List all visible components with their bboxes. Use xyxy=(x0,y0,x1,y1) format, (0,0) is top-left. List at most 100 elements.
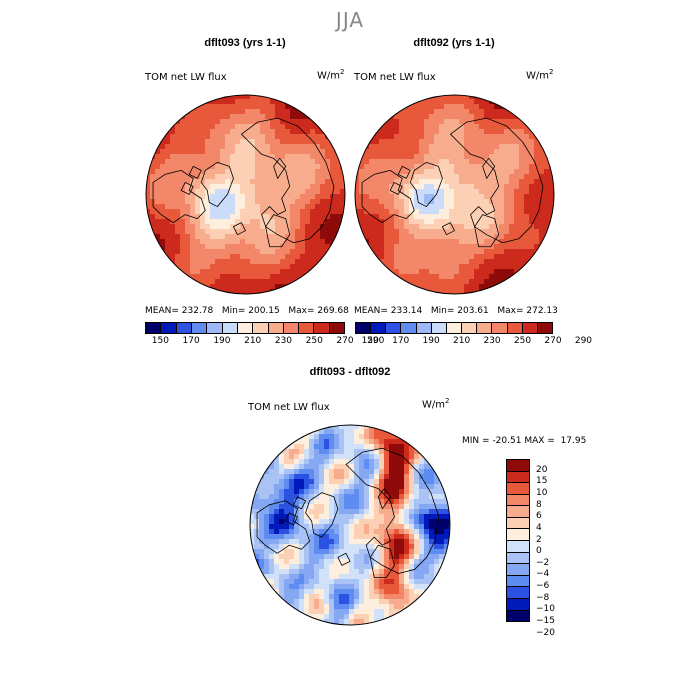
diff-colorbar-tick-label: −2 xyxy=(536,557,550,568)
diff-colorbar-swatch xyxy=(507,575,529,588)
panel1-colorbar-swatch xyxy=(283,323,300,333)
panel2-colorbar-swatch xyxy=(446,323,463,333)
diff-colorbar-swatch xyxy=(507,541,529,553)
panel2-title: dflt092 (yrs 1-1) xyxy=(413,37,495,49)
panel2-colorbar-swatch xyxy=(431,323,447,333)
panel1-colorbar-swatch xyxy=(299,323,315,333)
panel1-units: W/m2 xyxy=(317,68,345,82)
colorbar-tick-label: 250 xyxy=(513,336,532,346)
diff-colorbar-swatch xyxy=(507,598,529,611)
panel2-variable: TOM net LW flux xyxy=(354,72,436,83)
diff-stats: MIN = -20.51 MAX = 17.95 xyxy=(462,436,587,446)
colorbar-tick-label: 190 xyxy=(213,336,231,346)
panel2-colorbar xyxy=(355,322,553,334)
diff-colorbar-tick-label: 0 xyxy=(536,546,542,557)
diff-colorbar-swatch xyxy=(507,552,529,565)
diff-colorbar-tick-label: −8 xyxy=(536,592,550,603)
panel1-colorbar-swatch xyxy=(207,323,223,333)
panel1-colorbar-swatch xyxy=(161,323,177,333)
panel1-colorbar-swatch xyxy=(314,323,330,333)
panel2-colorbar-swatch xyxy=(522,323,538,333)
panel1-polar-map xyxy=(145,94,346,295)
panel2-polar-map xyxy=(354,94,555,295)
panel1-map-boundary xyxy=(145,94,346,295)
diff-colorbar-tick-label: −6 xyxy=(536,581,550,592)
diff-colorbar-swatch xyxy=(507,494,529,507)
panel1-colorbar-ticks: 150 170 190 210 230 250 270 290 xyxy=(145,336,385,348)
diff-variable: TOM net LW flux xyxy=(248,402,330,413)
diff-colorbar-swatch xyxy=(507,471,529,484)
diff-colorbar-swatch xyxy=(507,506,529,518)
panel2-map-boundary xyxy=(354,94,555,295)
panel2-colorbar-ticks: 150 170 190 210 230 250 270 290 xyxy=(355,336,592,348)
diff-colorbar-tick-label: 4 xyxy=(536,522,542,533)
diff-colorbar-tick-label: 2 xyxy=(536,534,542,545)
colorbar-tick-label: 290 xyxy=(367,336,385,346)
diff-colorbar-tick-label: −4 xyxy=(536,569,550,580)
diff-colorbar-tick-label: −20 xyxy=(536,627,555,638)
diff-colorbar xyxy=(506,459,530,622)
diff-colorbar-swatch xyxy=(507,564,529,576)
colorbar-tick-label: 210 xyxy=(453,336,471,346)
diff-map-boundary xyxy=(249,424,451,626)
season-title: JJA xyxy=(335,8,365,32)
panel1-colorbar-swatch xyxy=(146,323,162,333)
diff-polar-map xyxy=(249,424,451,626)
colorbar-tick-label: 150 xyxy=(361,336,379,346)
diff-colorbar-swatch xyxy=(507,610,529,622)
panel2-map-field xyxy=(355,95,554,294)
colorbar-tick-label: 190 xyxy=(422,336,440,346)
colorbar-tick-label: 250 xyxy=(305,336,323,346)
colorbar-tick-label: 270 xyxy=(544,336,562,346)
panel1-colorbar-swatch xyxy=(268,323,284,333)
diff-colorbar-swatch xyxy=(507,529,529,542)
panel2-colorbar-swatch xyxy=(492,323,508,333)
diff-map-coastlines xyxy=(256,447,440,578)
panel2-map-coastlines xyxy=(361,117,544,248)
diff-colorbar-tick-label: 15 xyxy=(536,476,548,487)
diff-units: W/m2 xyxy=(422,397,450,411)
panel2-colorbar-swatch xyxy=(401,323,417,333)
diff-colorbar-tick-label: 20 xyxy=(536,464,548,475)
colorbar-tick-label: 170 xyxy=(182,336,200,346)
diff-colorbar-ticks: 20 15 10 8 6 4 2 0 −2 −4 −6 −8 −10 −15 −20 xyxy=(536,459,576,638)
diff-colorbar-swatch xyxy=(507,587,529,599)
diff-colorbar-swatch xyxy=(507,517,529,530)
panel2-units: W/m2 xyxy=(526,68,554,82)
colorbar-tick-label: 170 xyxy=(392,336,410,346)
panel1-colorbar-swatch xyxy=(253,323,269,333)
colorbar-tick-label: 290 xyxy=(574,336,593,346)
panel1-map-field xyxy=(146,95,345,294)
panel1-stats: MEAN= 232.78 Min= 200.15 Max= 269.68 xyxy=(145,306,349,316)
panel2-colorbar-swatch xyxy=(462,323,478,333)
panel2-colorbar-swatch xyxy=(477,323,493,333)
panel2-colorbar-swatch xyxy=(356,323,372,333)
diff-colorbar-tick-label: 10 xyxy=(536,487,548,498)
diff-title: dflt093 - dflt092 xyxy=(309,366,391,378)
panel2-colorbar-swatch xyxy=(386,323,402,333)
panel2-colorbar-swatch xyxy=(507,323,523,333)
panel2-colorbar-swatch xyxy=(416,323,432,333)
diff-colorbar-tick-label: −10 xyxy=(536,604,555,615)
panel1-map-coastlines xyxy=(152,117,335,248)
diff-colorbar-swatch xyxy=(507,460,529,472)
panel1-colorbar-swatch xyxy=(237,323,254,333)
colorbar-tick-label: 230 xyxy=(274,336,293,346)
panel2-colorbar-swatch xyxy=(537,323,553,333)
colorbar-tick-label: 150 xyxy=(151,336,169,346)
colorbar-tick-label: 210 xyxy=(244,336,262,346)
panel1-variable: TOM net LW flux xyxy=(145,72,227,83)
panel1-colorbar xyxy=(145,322,345,334)
panel1-colorbar-swatch xyxy=(176,323,192,333)
diff-colorbar-tick-label: −15 xyxy=(536,616,555,626)
panel1-title: dflt093 (yrs 1-1) xyxy=(204,37,286,49)
diff-colorbar-swatch xyxy=(507,483,529,495)
panel1-colorbar-swatch xyxy=(329,323,345,333)
panel2-stats: MEAN= 233.14 Min= 203.61 Max= 272.13 xyxy=(354,306,558,316)
diff-colorbar-tick-label: 6 xyxy=(536,511,542,522)
colorbar-tick-label: 270 xyxy=(336,336,354,346)
colorbar-tick-label: 230 xyxy=(483,336,501,346)
panel1-colorbar-swatch xyxy=(222,323,238,333)
panel1-colorbar-swatch xyxy=(191,323,208,333)
panel2-colorbar-swatch xyxy=(371,323,387,333)
